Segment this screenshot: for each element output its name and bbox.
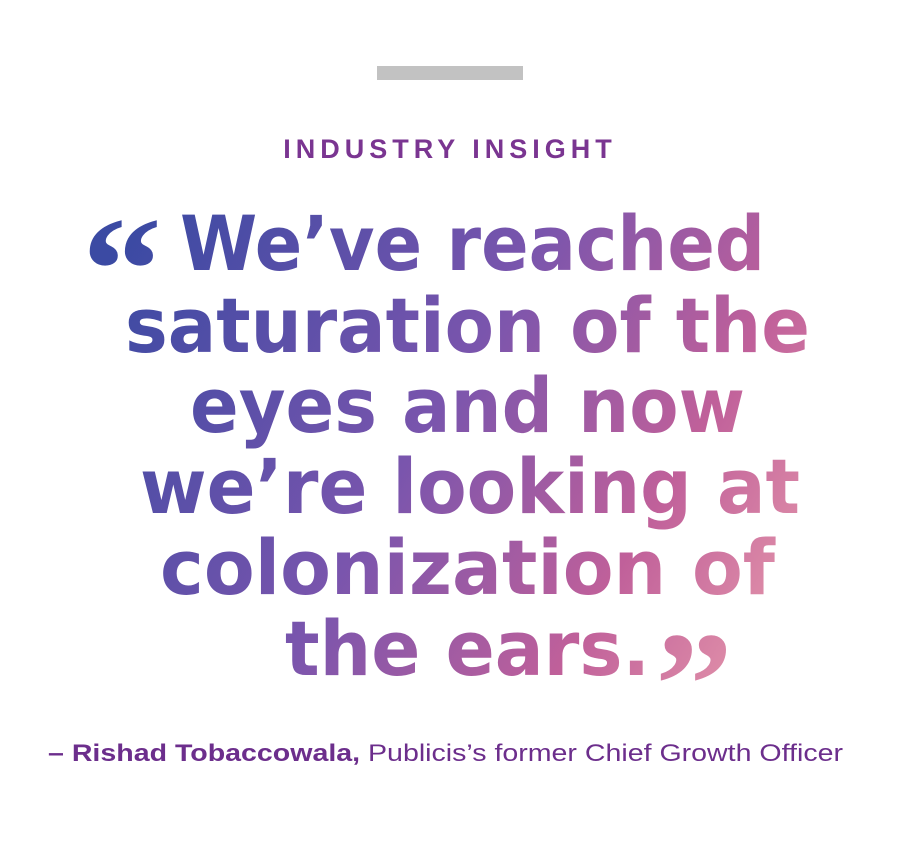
quote-line: saturation of the — [125, 281, 810, 370]
quote-line: the ears. — [285, 604, 650, 693]
quote-line: We’ve reached — [180, 199, 765, 288]
quote-line: eyes and now — [190, 361, 745, 450]
quote-line: we’re looking at — [140, 442, 800, 531]
section-label: INDUSTRY INSIGHT — [283, 134, 617, 164]
divider-bar — [377, 66, 523, 80]
attribution-role: Publicis’s former Chief Growth Officer — [368, 740, 843, 767]
attribution: – Rishad Tobaccowala, Publicis’s former … — [48, 740, 843, 767]
close-quote-mark: ” — [655, 602, 733, 768]
open-quote-mark: “ — [82, 187, 162, 353]
attribution-name: – Rishad Tobaccowala, — [48, 740, 360, 767]
quote-line: colonization of — [160, 523, 776, 612]
